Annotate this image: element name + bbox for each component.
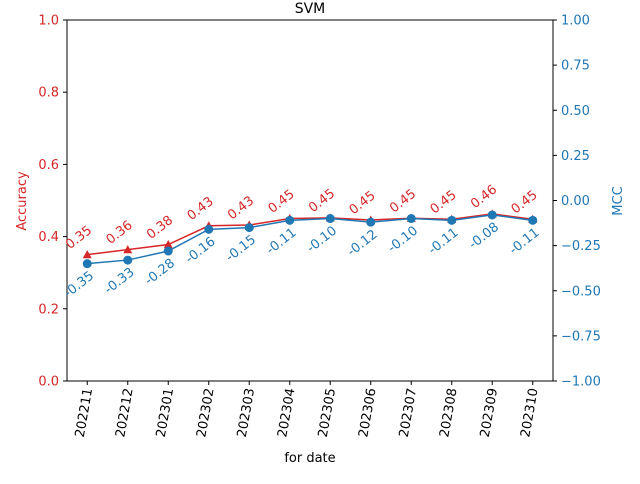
left-y-tick-label: 1.0: [38, 14, 59, 29]
left-y-axis-label: Accuracy: [15, 171, 30, 231]
mcc-data-label: -0.33: [102, 265, 138, 298]
mcc-point: [325, 214, 335, 224]
mcc-point: [123, 255, 133, 265]
data-labels-layer: 0.35 0.36 0.38 0.43 0.43 0.45 0.45 0.45 0.45 0.45…: [61, 182, 542, 301]
mcc-point: [244, 223, 254, 233]
x-tick-label: 202308: [437, 387, 460, 438]
mcc-point: [487, 210, 497, 220]
accuracy-data-label: 0.45: [428, 188, 460, 218]
mcc-data-label: -0.08: [466, 220, 502, 253]
right-y-tick-label: 0.00: [561, 194, 590, 209]
left-y-tick-label: 0.8: [38, 86, 59, 101]
mcc-data-label: -0.11: [426, 225, 462, 258]
mcc-point: [406, 214, 416, 224]
x-tick-label: 202212: [113, 387, 136, 438]
right-y-tick-label: −0.50: [561, 284, 601, 299]
x-tick-label: 202306: [356, 387, 379, 438]
accuracy-data-label: 0.43: [225, 193, 257, 223]
chart-title: SVM: [295, 1, 326, 17]
x-tick-label: 202305: [316, 387, 339, 438]
mcc-data-label: -0.10: [385, 224, 421, 257]
x-tick-label: 202309: [478, 387, 501, 438]
axes-layer: 0.0 0.2 0.4 0.6 0.8 1.0 −1.00 −0.75 −0.50 −0.25 0.…: [38, 14, 601, 439]
accuracy-point: [82, 250, 92, 259]
right-y-tick-label: 0.75: [561, 59, 590, 74]
right-y-tick-label: 0.25: [561, 149, 590, 164]
mcc-data-label: -0.11: [264, 225, 300, 258]
mcc-data-label: -0.12: [345, 227, 381, 260]
series-lines-layer: [87, 213, 533, 265]
mcc-data-label: -0.28: [142, 256, 178, 289]
mcc-data-label: -0.15: [223, 233, 259, 266]
accuracy-data-label: 0.45: [509, 188, 541, 218]
mcc-data-label: -0.10: [304, 224, 340, 257]
accuracy-data-label: 0.36: [104, 218, 136, 248]
right-y-axis-label: MCC: [611, 186, 626, 215]
mcc-point: [528, 215, 538, 225]
mcc-point: [82, 259, 92, 269]
left-y-tick-label: 0.0: [38, 375, 59, 390]
mcc-point: [204, 224, 214, 234]
x-tick-label: 202310: [518, 387, 541, 438]
series-markers-layer: [82, 209, 538, 269]
accuracy-data-label: 0.45: [306, 186, 338, 216]
accuracy-data-label: 0.45: [387, 187, 419, 217]
right-y-tick-label: 0.50: [561, 104, 590, 119]
accuracy-point: [123, 245, 133, 254]
x-tick-label: 202307: [397, 387, 420, 438]
x-tick-label: 202301: [154, 387, 177, 438]
mcc-data-label: -0.16: [183, 234, 219, 267]
mcc-point: [285, 215, 295, 225]
x-tick-label: 202304: [275, 387, 298, 438]
mcc-point: [163, 246, 173, 256]
left-y-tick-label: 0.2: [38, 302, 59, 317]
right-y-tick-label: −0.25: [561, 239, 601, 254]
accuracy-data-label: 0.45: [347, 188, 379, 218]
accuracy-data-label: 0.38: [144, 213, 176, 243]
accuracy-data-label: 0.45: [266, 187, 298, 217]
accuracy-series-line: [87, 213, 533, 256]
mcc-point: [447, 215, 457, 225]
accuracy-data-label: 0.35: [63, 223, 95, 253]
x-tick-label: 202302: [194, 387, 217, 438]
accuracy-data-label: 0.46: [468, 182, 500, 212]
mcc-point: [366, 217, 376, 227]
right-y-tick-label: −1.00: [561, 375, 601, 390]
accuracy-point: [163, 240, 173, 249]
right-y-tick-label: 1.00: [561, 14, 590, 29]
x-axis-label: for date: [284, 451, 335, 466]
mcc-data-label: -0.11: [507, 225, 543, 258]
left-y-tick-label: 0.6: [38, 158, 59, 173]
mcc-series-line: [87, 214, 533, 265]
right-y-tick-label: −0.75: [561, 329, 601, 344]
left-y-tick-label: 0.4: [38, 230, 59, 245]
x-tick-label: 202211: [73, 387, 96, 438]
accuracy-data-label: 0.43: [185, 194, 217, 224]
x-tick-label: 202303: [235, 387, 258, 438]
